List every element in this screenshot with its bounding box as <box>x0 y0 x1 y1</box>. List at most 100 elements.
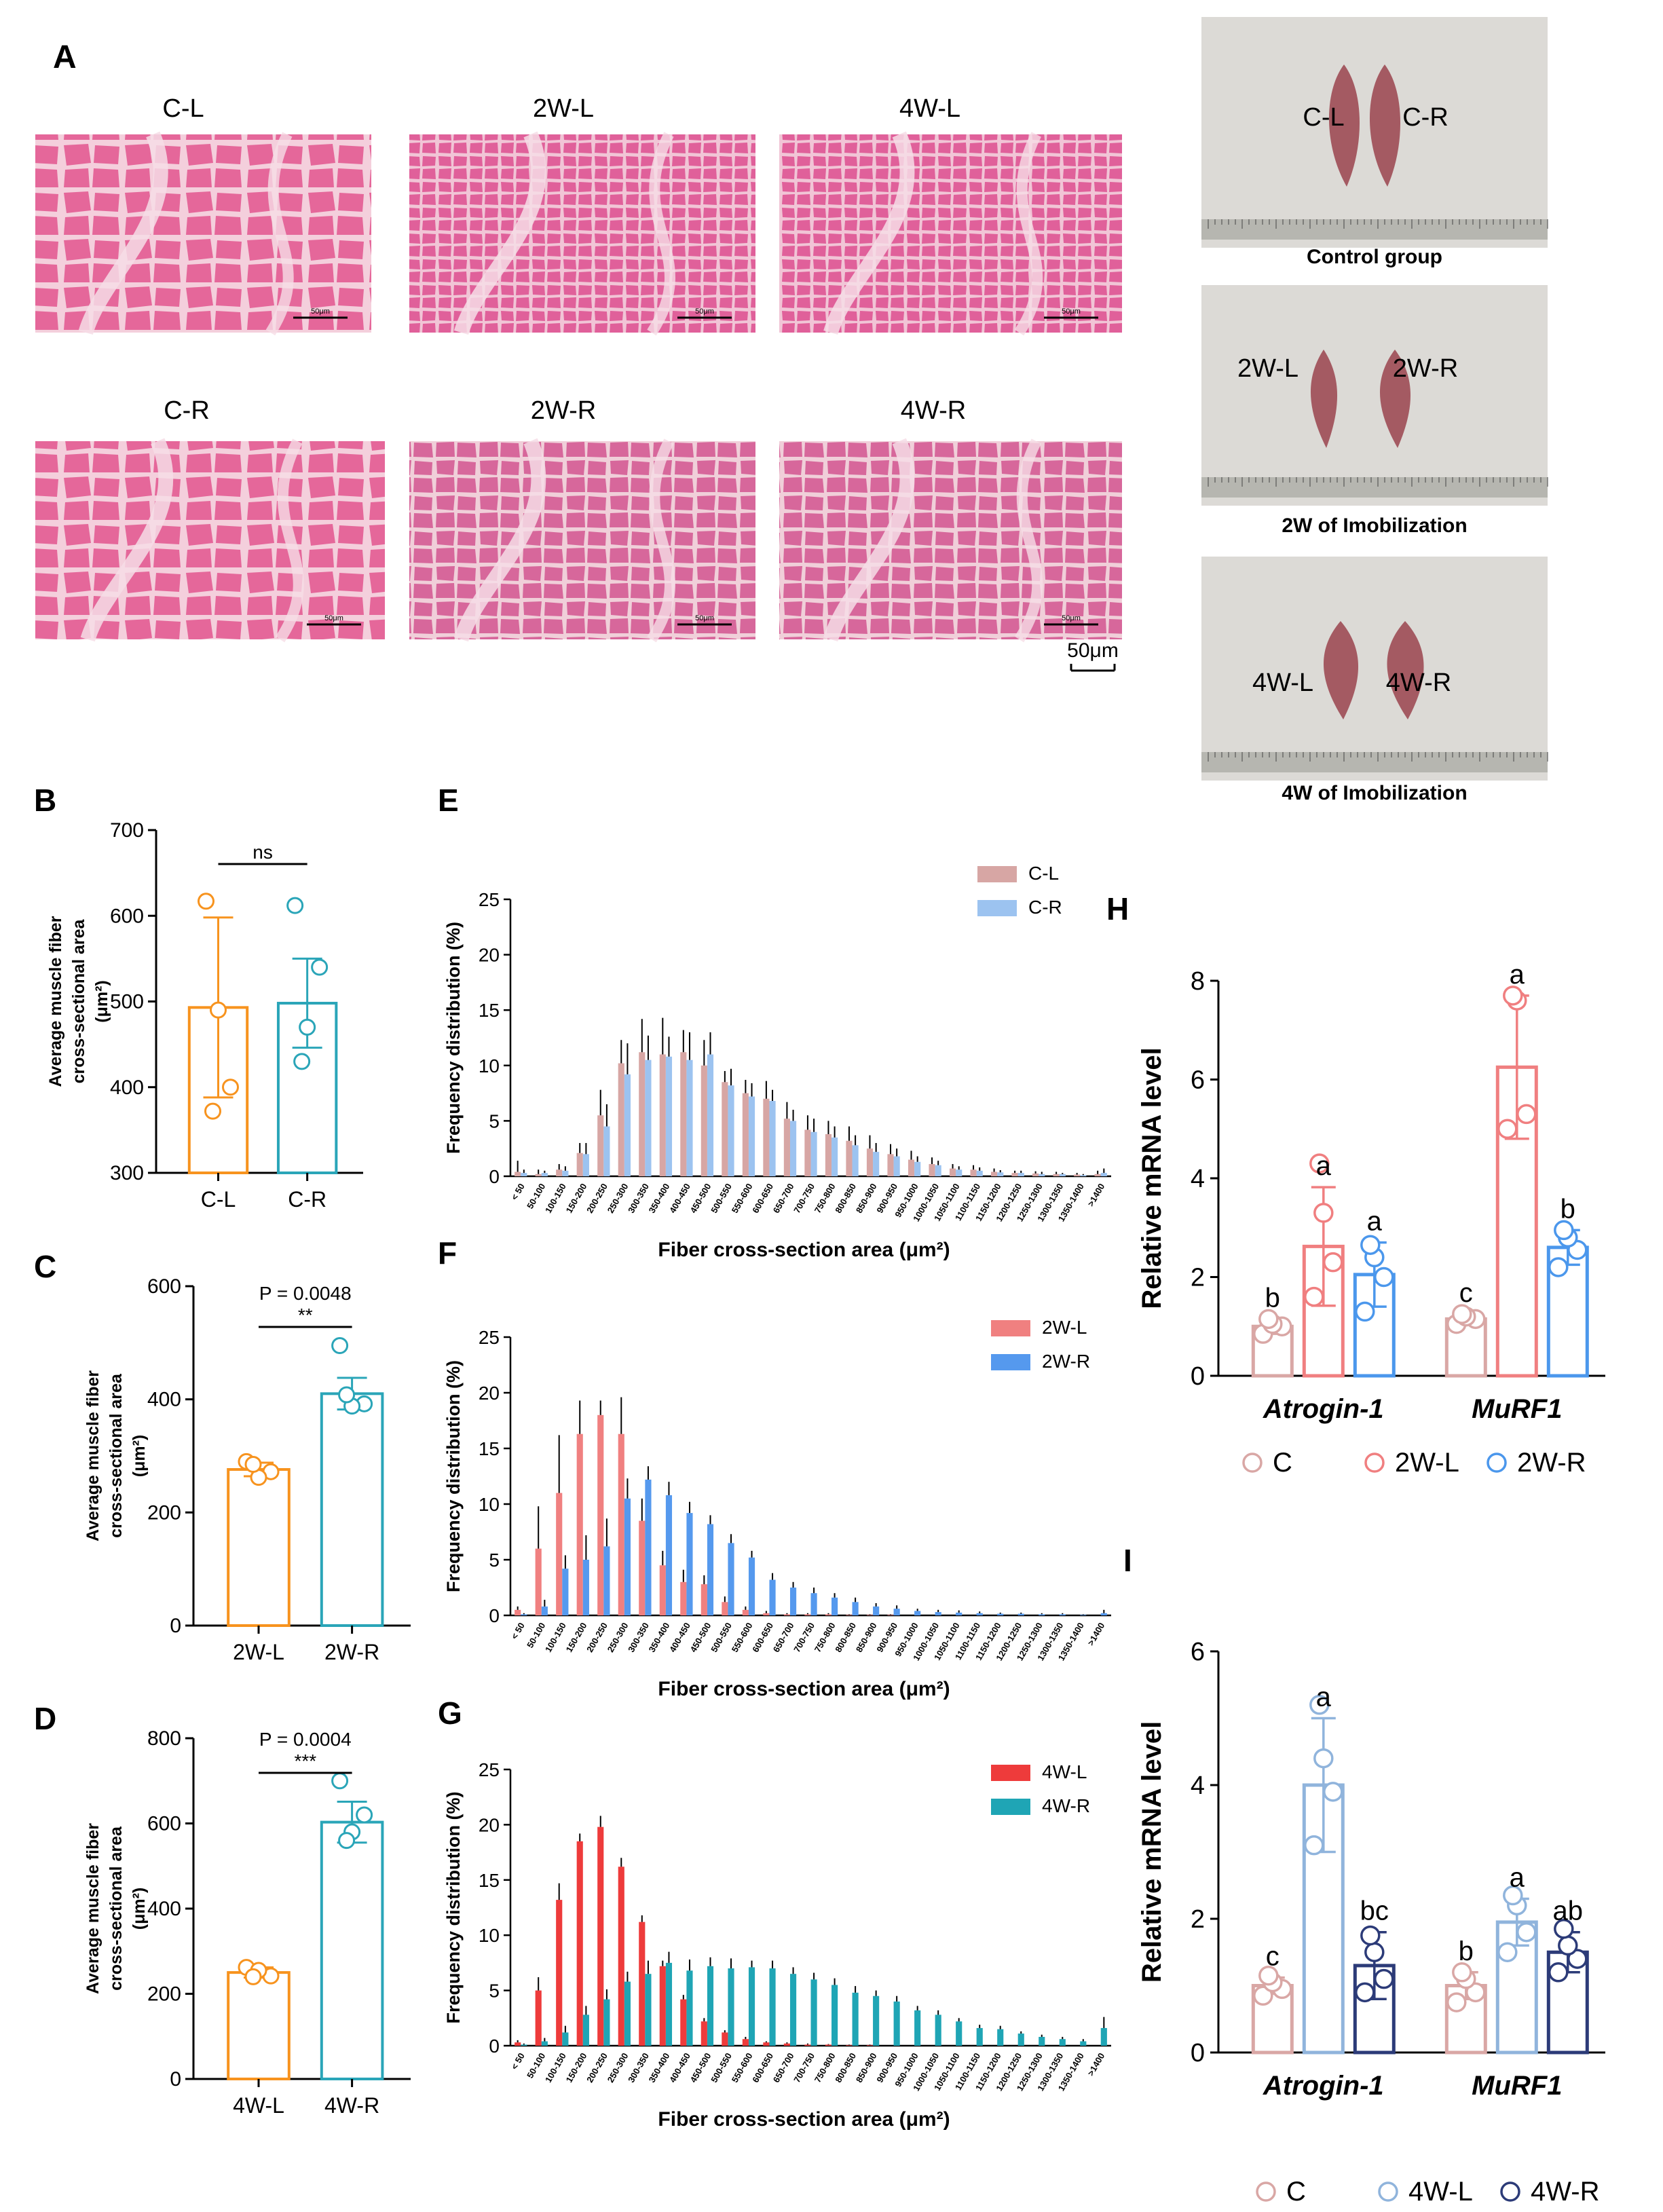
p-value: P = 0.0048 <box>259 1283 352 1304</box>
histogram-bar <box>970 1169 977 1176</box>
histogram-bar <box>680 1999 687 2046</box>
histogram-bar <box>742 2039 749 2046</box>
histogram-bar <box>728 1085 734 1176</box>
connective-tissue-band <box>453 438 546 642</box>
histogram-bar <box>956 1169 963 1176</box>
histogram-bar <box>639 1922 646 2046</box>
ruler <box>1201 752 1548 772</box>
data-point <box>1258 1965 1279 1986</box>
significance-letter: b <box>1265 1283 1280 1313</box>
significance-letter: a <box>1510 1862 1525 1892</box>
histogram-bar <box>748 1967 755 2046</box>
y-tick-label: 0 <box>1191 2039 1205 2067</box>
y-tick-label: 2 <box>1191 1264 1205 1292</box>
histogram-bar <box>1094 1174 1101 1176</box>
y-tick-label: 15 <box>479 1438 500 1459</box>
histogram-bar <box>866 2045 874 2046</box>
data-point <box>1516 1104 1537 1125</box>
histogram-bar <box>541 1173 548 1176</box>
histogram-bar <box>769 1579 776 1615</box>
significance-letter: ab <box>1553 1896 1584 1926</box>
y-axis-label: (μm²) <box>130 1435 149 1478</box>
histogram-bar <box>700 1584 707 1615</box>
histogram-bar <box>1017 2033 1024 2046</box>
y-tick-label: 0 <box>170 1615 181 1637</box>
scale-bar-label: 50μm <box>1062 614 1081 622</box>
y-tick-label: 400 <box>147 1389 181 1411</box>
specimen-label-right: 2W-R <box>1393 354 1458 383</box>
data-point <box>1554 1220 1574 1241</box>
muscle-specimen <box>1379 350 1411 448</box>
legend-label: 2W-R <box>1042 1351 1090 1372</box>
significance-letter: c <box>1459 1278 1473 1308</box>
histogram-bar <box>976 1613 983 1615</box>
legend-marker <box>1256 2181 1276 2202</box>
histogram-bar <box>991 1171 998 1176</box>
panel-g-chart: G Frequency distribution (%) 0 5 10 15 20 25 < 5… <box>438 1695 1111 2131</box>
histogram-bar <box>556 1169 563 1176</box>
y-axis-label: cross-sectional area <box>107 1373 126 1538</box>
significance-letter: b <box>1459 1936 1474 1966</box>
photo-caption: Control group <box>1307 246 1442 268</box>
connective-tissue-band <box>80 438 174 642</box>
x-tick-label: 50-100 <box>525 1182 547 1211</box>
histogram-bar <box>1100 2027 1107 2046</box>
panel-letter: G <box>438 1695 462 1731</box>
legend-swatch <box>977 866 1017 882</box>
histogram-bar <box>521 1614 527 1615</box>
histogram-bar <box>603 1546 610 1615</box>
data-point <box>1313 1203 1334 1223</box>
histogram-bar <box>597 1826 604 2046</box>
photo-caption: 2W of Imobilization <box>1282 514 1467 537</box>
y-tick-label: 25 <box>479 889 500 910</box>
data-point <box>244 1456 262 1473</box>
x-tick-label: >1400 <box>1085 1182 1106 1208</box>
histogram-bar <box>804 1129 811 1176</box>
histogram-bar <box>1032 1173 1039 1176</box>
histogram-bar <box>873 1152 880 1176</box>
scale-bar-label: 50μm <box>695 614 714 622</box>
histogram-bar <box>763 2042 770 2046</box>
histogram-bar <box>742 1609 749 1615</box>
data-point <box>1360 1925 1381 1946</box>
histogram-bar <box>832 1137 838 1176</box>
histology-label: 4W-R <box>901 396 966 425</box>
legend-label: 4W-L <box>1042 1761 1087 1782</box>
data-point <box>222 1079 239 1096</box>
y-axis-label: Average muscle fiber <box>83 1823 102 1994</box>
histology-label: 4W-L <box>899 94 960 123</box>
histogram-bar <box>582 2014 589 2046</box>
he-stain-image <box>779 134 1122 333</box>
y-tick-label: 0 <box>489 2036 500 2057</box>
data-point <box>1452 1304 1472 1324</box>
x-axis-label: Fiber cross-section area (μm²) <box>658 2108 950 2131</box>
histogram-bar <box>976 2027 983 2046</box>
connective-tissue-band <box>823 438 915 642</box>
y-tick-label: 4 <box>1191 1772 1205 1800</box>
x-tick-label: >1400 <box>1085 1621 1106 1647</box>
y-axis-label: Relative mRNA level <box>1137 1721 1167 1983</box>
histogram-bar <box>618 1433 624 1615</box>
x-tick-label: 50-100 <box>525 1621 547 1650</box>
histogram-bar <box>832 1597 838 1615</box>
x-tick-label: < 50 <box>509 2051 527 2072</box>
y-tick-label: 4 <box>1191 1165 1205 1193</box>
x-tick-label: 2W-L <box>233 1640 284 1664</box>
y-axis-label: Frequency distribution (%) <box>443 1791 464 2023</box>
y-tick-label: 200 <box>147 1983 181 2006</box>
histogram-bar <box>748 1557 755 1615</box>
y-axis-label: cross-sectional area <box>107 1826 126 1991</box>
histogram-bar <box>1039 2036 1045 2046</box>
histogram-bar <box>665 1495 673 1615</box>
histogram-bar <box>686 1970 693 2046</box>
histogram-bar <box>722 1602 728 1615</box>
y-tick-label: 400 <box>110 1076 144 1099</box>
y-tick-label: 20 <box>479 945 500 966</box>
ruler <box>1201 477 1548 498</box>
histogram-bar <box>515 2042 521 2046</box>
legend-marker <box>1487 1452 1507 1473</box>
data-point <box>311 958 329 976</box>
histogram-bar <box>1080 1175 1087 1176</box>
data-point <box>1548 1962 1569 1983</box>
panel-f-chart: F Frequency distribution (%) 0 5 10 15 20 25 < 5… <box>438 1235 1111 1700</box>
